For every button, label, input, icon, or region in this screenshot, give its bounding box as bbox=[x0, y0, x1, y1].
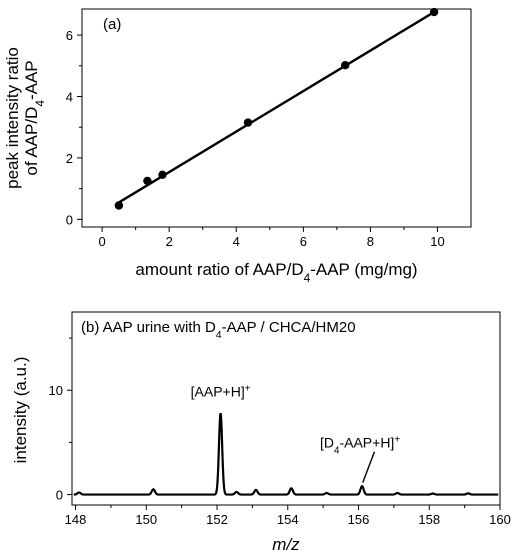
fit-line bbox=[118, 11, 435, 204]
y-axis-label-b-text: intensity (a.u.) bbox=[11, 357, 30, 464]
x-tick-label-b: 154 bbox=[277, 512, 299, 527]
data-point bbox=[341, 60, 350, 70]
plot-frame-a bbox=[81, 8, 472, 228]
y-tick-label-a: 2 bbox=[66, 151, 73, 166]
y-tick-label-a: 0 bbox=[66, 212, 73, 227]
x-tick-label-a: 6 bbox=[300, 234, 307, 249]
y-tick-label-b: 10 bbox=[49, 383, 63, 398]
panel-label-b: (b) AAP urine with D4-AAP / CHCA/HM20 bbox=[81, 319, 356, 341]
peak-label-d4-aap: [D4-AAP+H]+ bbox=[320, 434, 400, 456]
x-tick-label-b: 150 bbox=[135, 512, 157, 527]
data-point bbox=[429, 7, 439, 17]
x-tick-label-a: 10 bbox=[430, 234, 444, 249]
x-tick-label-b: 156 bbox=[348, 512, 370, 527]
x-tick-label-a: 4 bbox=[233, 234, 240, 249]
y-axis-label-a: peak intensity ratio of AAP/D4-AAP bbox=[3, 47, 47, 189]
x-tick-label-b: 152 bbox=[206, 512, 228, 527]
x-tick-label-a: 8 bbox=[367, 234, 374, 249]
data-point bbox=[243, 118, 253, 127]
data-point bbox=[158, 170, 167, 180]
x-tick-label-b: 160 bbox=[489, 512, 511, 527]
plot-frame-b bbox=[71, 311, 501, 506]
y-tick-label-b: 0 bbox=[56, 488, 63, 503]
y-tick-label-a: 6 bbox=[66, 28, 73, 43]
x-tick-label-a: 2 bbox=[166, 234, 173, 249]
y-axis-label-b: intensity (a.u.) bbox=[11, 357, 30, 464]
panel-label-a: (a) bbox=[103, 16, 121, 33]
peak-label-aap: [AAP+H]+ bbox=[191, 383, 251, 400]
x-axis-label-a: amount ratio of AAP/D4-AAP (mg/mg) bbox=[135, 260, 417, 285]
spectrum-trace bbox=[73, 412, 499, 496]
y-tick-label-a: 4 bbox=[66, 90, 73, 105]
data-point bbox=[143, 176, 152, 186]
y-axis-label-a-line1: peak intensity ratio bbox=[3, 47, 22, 189]
x-tick-label-a: 0 bbox=[99, 234, 106, 249]
x-tick-label-b: 158 bbox=[418, 512, 440, 527]
data-point bbox=[114, 201, 124, 210]
x-axis-label-b: m/z bbox=[272, 535, 300, 554]
peak-pointer-line bbox=[362, 451, 376, 483]
x-tick-label-b: 148 bbox=[65, 512, 87, 527]
y-axis-label-a-line2: of AAP/D4-AAP bbox=[22, 60, 47, 175]
